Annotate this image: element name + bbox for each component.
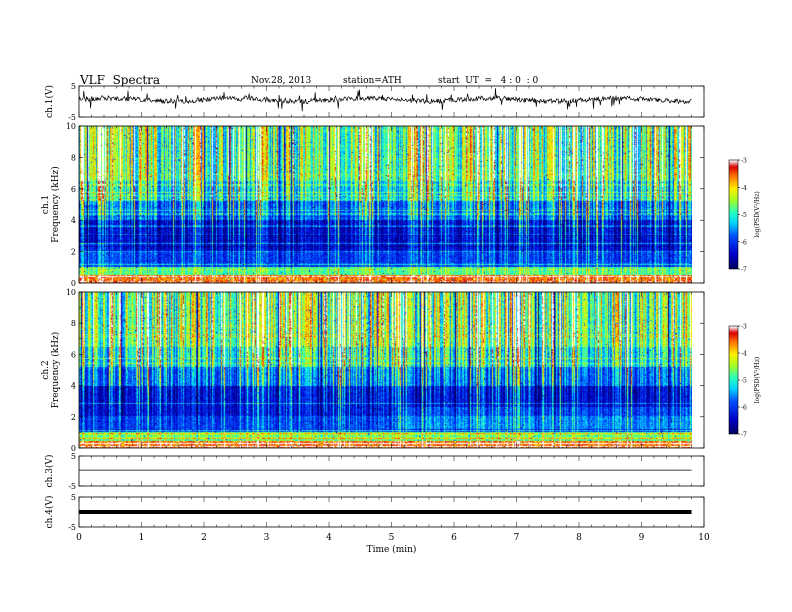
- y-tick-label: 2: [71, 413, 76, 422]
- station-label: station=ATH: [343, 76, 402, 86]
- plot-title: VLF Spectra: [80, 73, 161, 87]
- ch1-waveform-axis-label: ch.1(V): [44, 85, 55, 118]
- ch4-waveform-axis-label: ch.4(V): [44, 496, 55, 529]
- y-tick-label: 6: [71, 350, 76, 359]
- y-tick-label: 0: [71, 444, 76, 453]
- x-tick-label: 1: [139, 533, 145, 543]
- x-tick-label: 10: [698, 533, 710, 543]
- ch2-spectrogram-image: [79, 292, 692, 448]
- colorbar-tick-label: -6: [741, 405, 747, 412]
- ch1-spectrogram-channel-label: ch.1: [41, 195, 51, 214]
- y-tick-label: 10: [66, 122, 76, 131]
- colorbar-tick-label: -7: [741, 267, 747, 274]
- y-tick-label: 8: [71, 319, 76, 328]
- x-tick-label: 5: [389, 533, 395, 543]
- colorbar-2: [729, 326, 738, 434]
- x-tick-label: 8: [576, 533, 582, 543]
- y-tick-label: 6: [71, 185, 76, 194]
- colorbar-label: log(PSD(V²/Hz): [754, 357, 761, 404]
- colorbar-label: log(PSD(V²/Hz): [754, 191, 761, 238]
- y-tick-label: 5: [71, 452, 76, 461]
- colorbar-tick-label: -7: [741, 432, 747, 439]
- y-tick-label: 2: [71, 248, 76, 257]
- y-tick-label: 5: [71, 82, 76, 91]
- date-label: Nov.28, 2013: [251, 76, 312, 86]
- colorbar-1: [729, 160, 738, 269]
- start-time-label: start UT = 4 : 0 : 0: [438, 76, 539, 86]
- y-tick-label: -5: [68, 523, 76, 532]
- x-tick-label: 0: [76, 533, 82, 543]
- ch1-spectrogram-image: [79, 126, 692, 283]
- ch2-spectrogram-axis-label: Frequency (kHz): [50, 332, 61, 409]
- y-tick-label: 4: [71, 216, 76, 225]
- x-axis-label: Time (min): [367, 544, 417, 555]
- ch2-spectrogram-channel-label: ch.2: [41, 360, 51, 379]
- x-tick-label: 6: [451, 533, 457, 543]
- colorbar-tick-label: -5: [741, 212, 747, 219]
- y-tick-label: -5: [68, 113, 76, 122]
- ch1-waveform-trace: [78, 88, 692, 112]
- x-tick-label: 3: [264, 533, 270, 543]
- y-tick-label: 5: [71, 493, 76, 502]
- ch1-spectrogram-axis-label: Frequency (kHz): [50, 166, 61, 243]
- colorbar-tick-label: -6: [741, 239, 747, 246]
- y-tick-label: 10: [66, 288, 76, 297]
- y-tick-label: 4: [71, 382, 76, 391]
- colorbar-tick-label: -4: [741, 351, 747, 358]
- x-tick-label: 9: [639, 533, 645, 543]
- y-tick-label: 8: [71, 153, 76, 162]
- y-tick-label: 0: [71, 279, 76, 288]
- y-tick-label: -5: [68, 482, 76, 491]
- ch3-waveform-axis-label: ch.3(V): [44, 455, 55, 488]
- x-tick-label: 4: [326, 533, 332, 543]
- colorbar-tick-label: -5: [741, 378, 747, 385]
- colorbar-tick-label: -3: [741, 158, 747, 165]
- colorbar-tick-label: -3: [741, 324, 747, 331]
- x-tick-label: 7: [514, 533, 520, 543]
- colorbar-tick-label: -4: [741, 185, 747, 192]
- x-tick-label: 2: [201, 533, 207, 543]
